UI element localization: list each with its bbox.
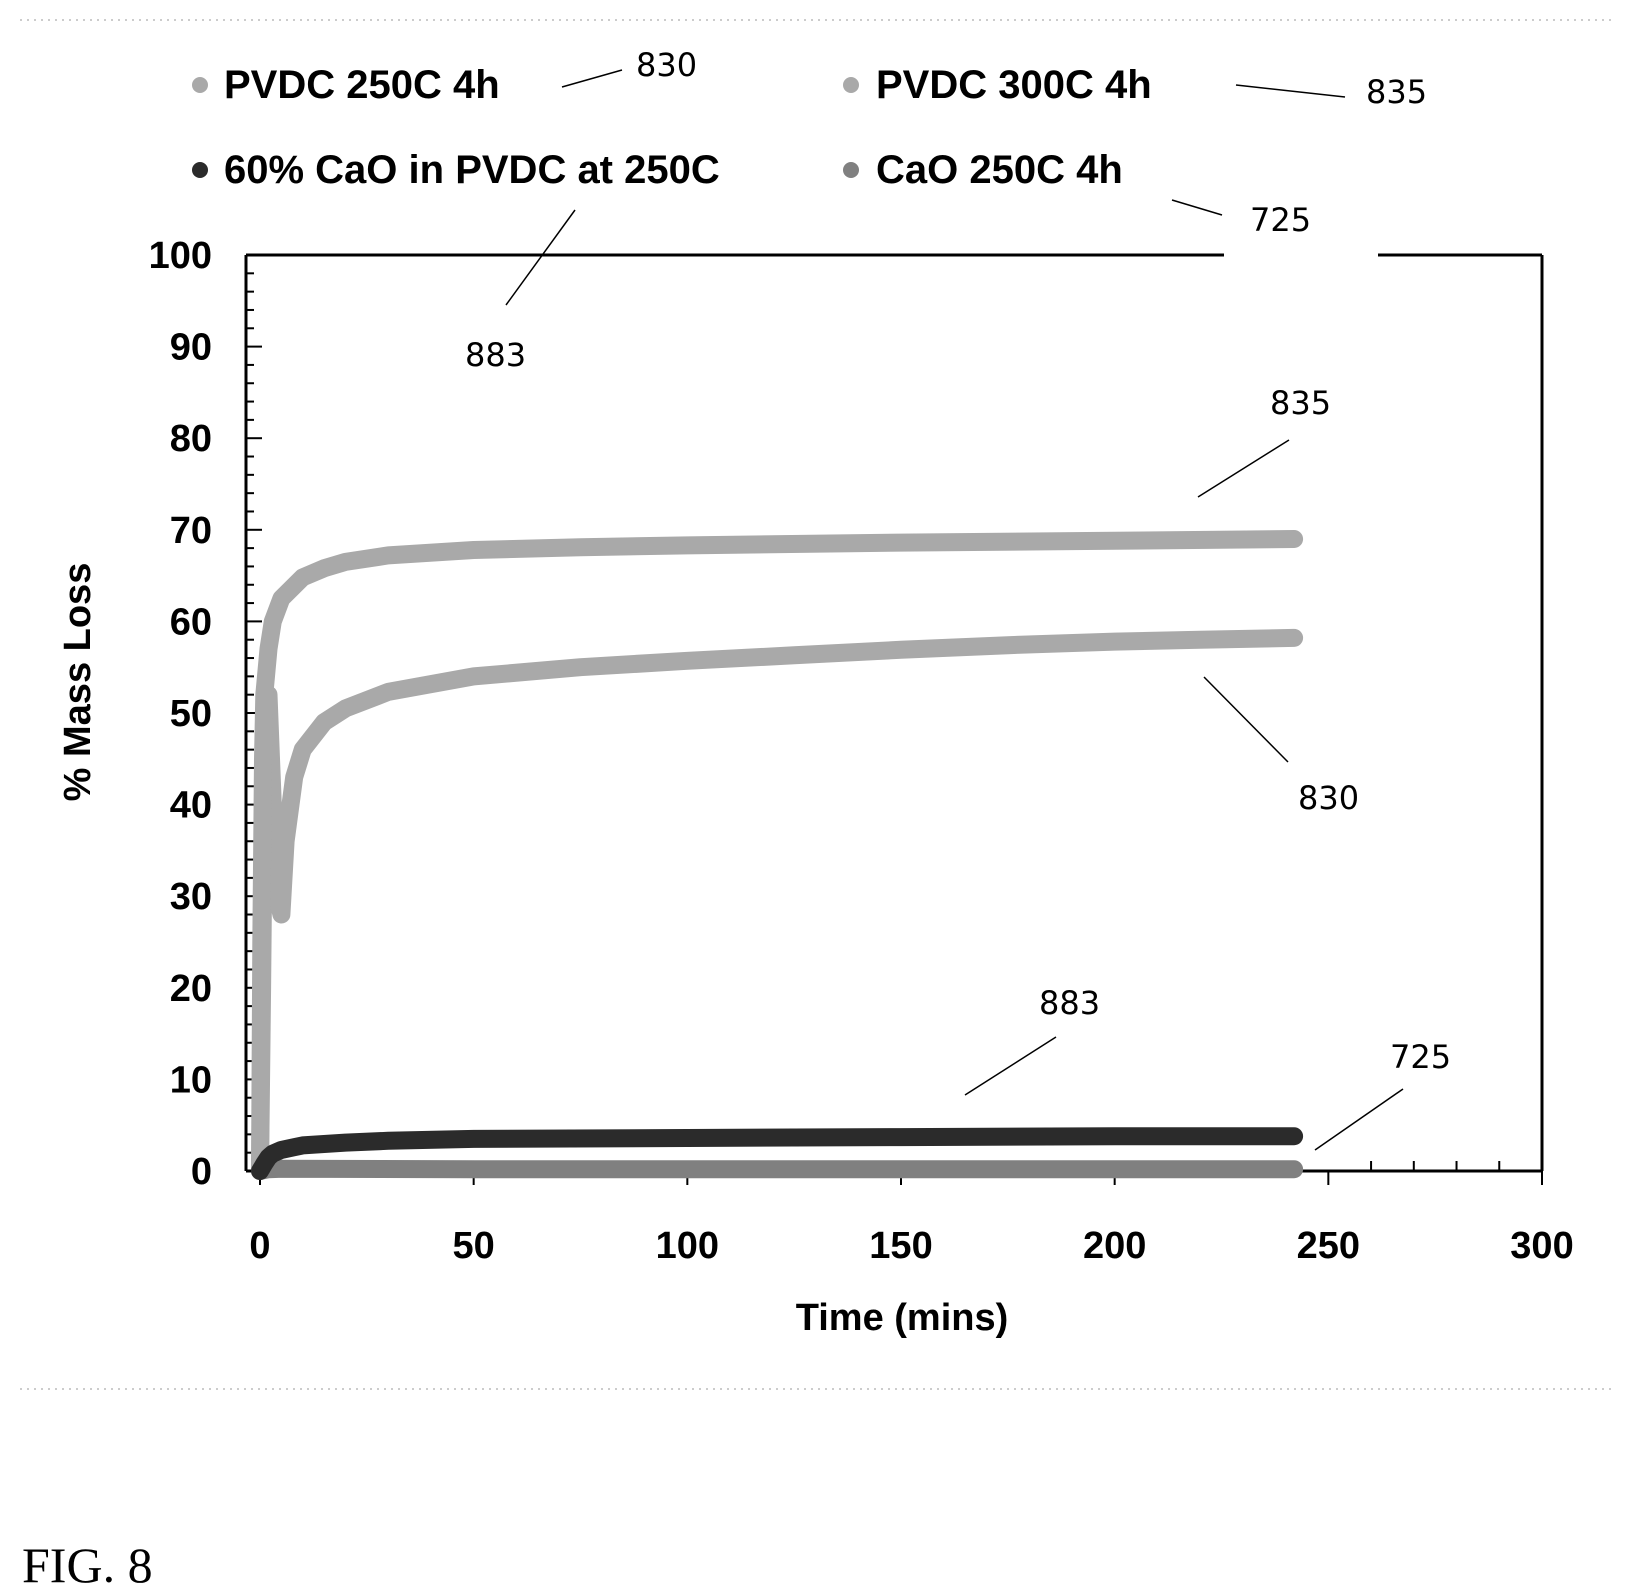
leader-lines [505, 69, 1404, 1151]
ref-883-legend: 883 [465, 336, 526, 374]
legend-marker-pvdc-300 [843, 77, 859, 93]
axis-ticks [246, 254, 1543, 1185]
series-layer [251, 530, 1304, 1180]
legend-label-cao: CaO 250C 4h [876, 148, 1123, 192]
y-tick-label: 10 [170, 1059, 212, 1101]
series-pvdc-250c-4h [251, 628, 1304, 1180]
y-tick-label: 60 [170, 601, 212, 643]
y-tick-label: 50 [170, 693, 212, 735]
leader-883-legend [505, 209, 576, 306]
ref-883-plot: 883 [1039, 984, 1100, 1022]
y-tick-label: 40 [170, 785, 212, 827]
leader-883-plot [964, 1036, 1057, 1096]
figure-label: FIG. 8 [22, 1537, 153, 1593]
legend-label-pvdc-300: PVDC 300C 4h [876, 63, 1152, 107]
x-tick-label: 100 [656, 1225, 719, 1267]
series-60-cao-in-pvdc [251, 1127, 1304, 1180]
x-tick-label: 250 [1297, 1225, 1360, 1267]
legend-marker-cao-pvdc [192, 162, 208, 178]
legend-marker-cao [843, 162, 859, 178]
x-tick-label: 50 [453, 1225, 495, 1267]
x-tick-label: 300 [1510, 1225, 1573, 1267]
series-cao-250c-4h [251, 1159, 1304, 1180]
plot-frame [244, 253, 1544, 1173]
legend-label-pvdc-250: PVDC 250C 4h [224, 63, 500, 107]
y-axis-title: % Mass Loss [57, 563, 99, 802]
leader-830-plot [1203, 676, 1289, 763]
leader-835-legend [1235, 84, 1346, 98]
y-tick-label: 100 [149, 235, 212, 277]
x-tick-label: 0 [249, 1225, 270, 1267]
leader-725-legend [1171, 199, 1223, 216]
leader-835-plot [1197, 439, 1290, 498]
ref-835-plot: 835 [1270, 384, 1331, 422]
series-pvdc-300c-4h [251, 530, 1304, 1180]
legend-marker-pvdc-250 [192, 77, 208, 93]
ref-835-legend: 835 [1366, 73, 1427, 111]
axis-tick-labels: 0 10 20 30 40 50 60 70 80 90 100 0 50 100 150 200 250 300 [149, 235, 1574, 1267]
y-tick-label: 70 [170, 510, 212, 552]
ref-830-plot: 830 [1298, 779, 1359, 817]
x-tick-label: 150 [869, 1225, 932, 1267]
x-axis-title: Time (mins) [796, 1297, 1009, 1339]
ref-830-legend: 830 [636, 46, 697, 84]
reference-numerals: 830 835 725 883 835 830 883 725 [465, 46, 1451, 1076]
leader-725-plot [1314, 1088, 1404, 1151]
y-tick-label: 80 [170, 418, 212, 460]
y-tick-label: 20 [170, 968, 212, 1010]
leader-830-legend [561, 69, 623, 88]
y-tick-label: 0 [191, 1151, 212, 1193]
ref-725-plot: 725 [1390, 1038, 1451, 1076]
legend: PVDC 250C 4h PVDC 300C 4h 60% CaO in PVD… [192, 63, 1152, 192]
legend-label-cao-pvdc: 60% CaO in PVDC at 250C [224, 148, 720, 192]
ref-725-legend: 725 [1250, 201, 1311, 239]
y-tick-label: 90 [170, 327, 212, 369]
y-tick-label: 30 [170, 876, 212, 918]
x-tick-label: 200 [1083, 1225, 1146, 1267]
